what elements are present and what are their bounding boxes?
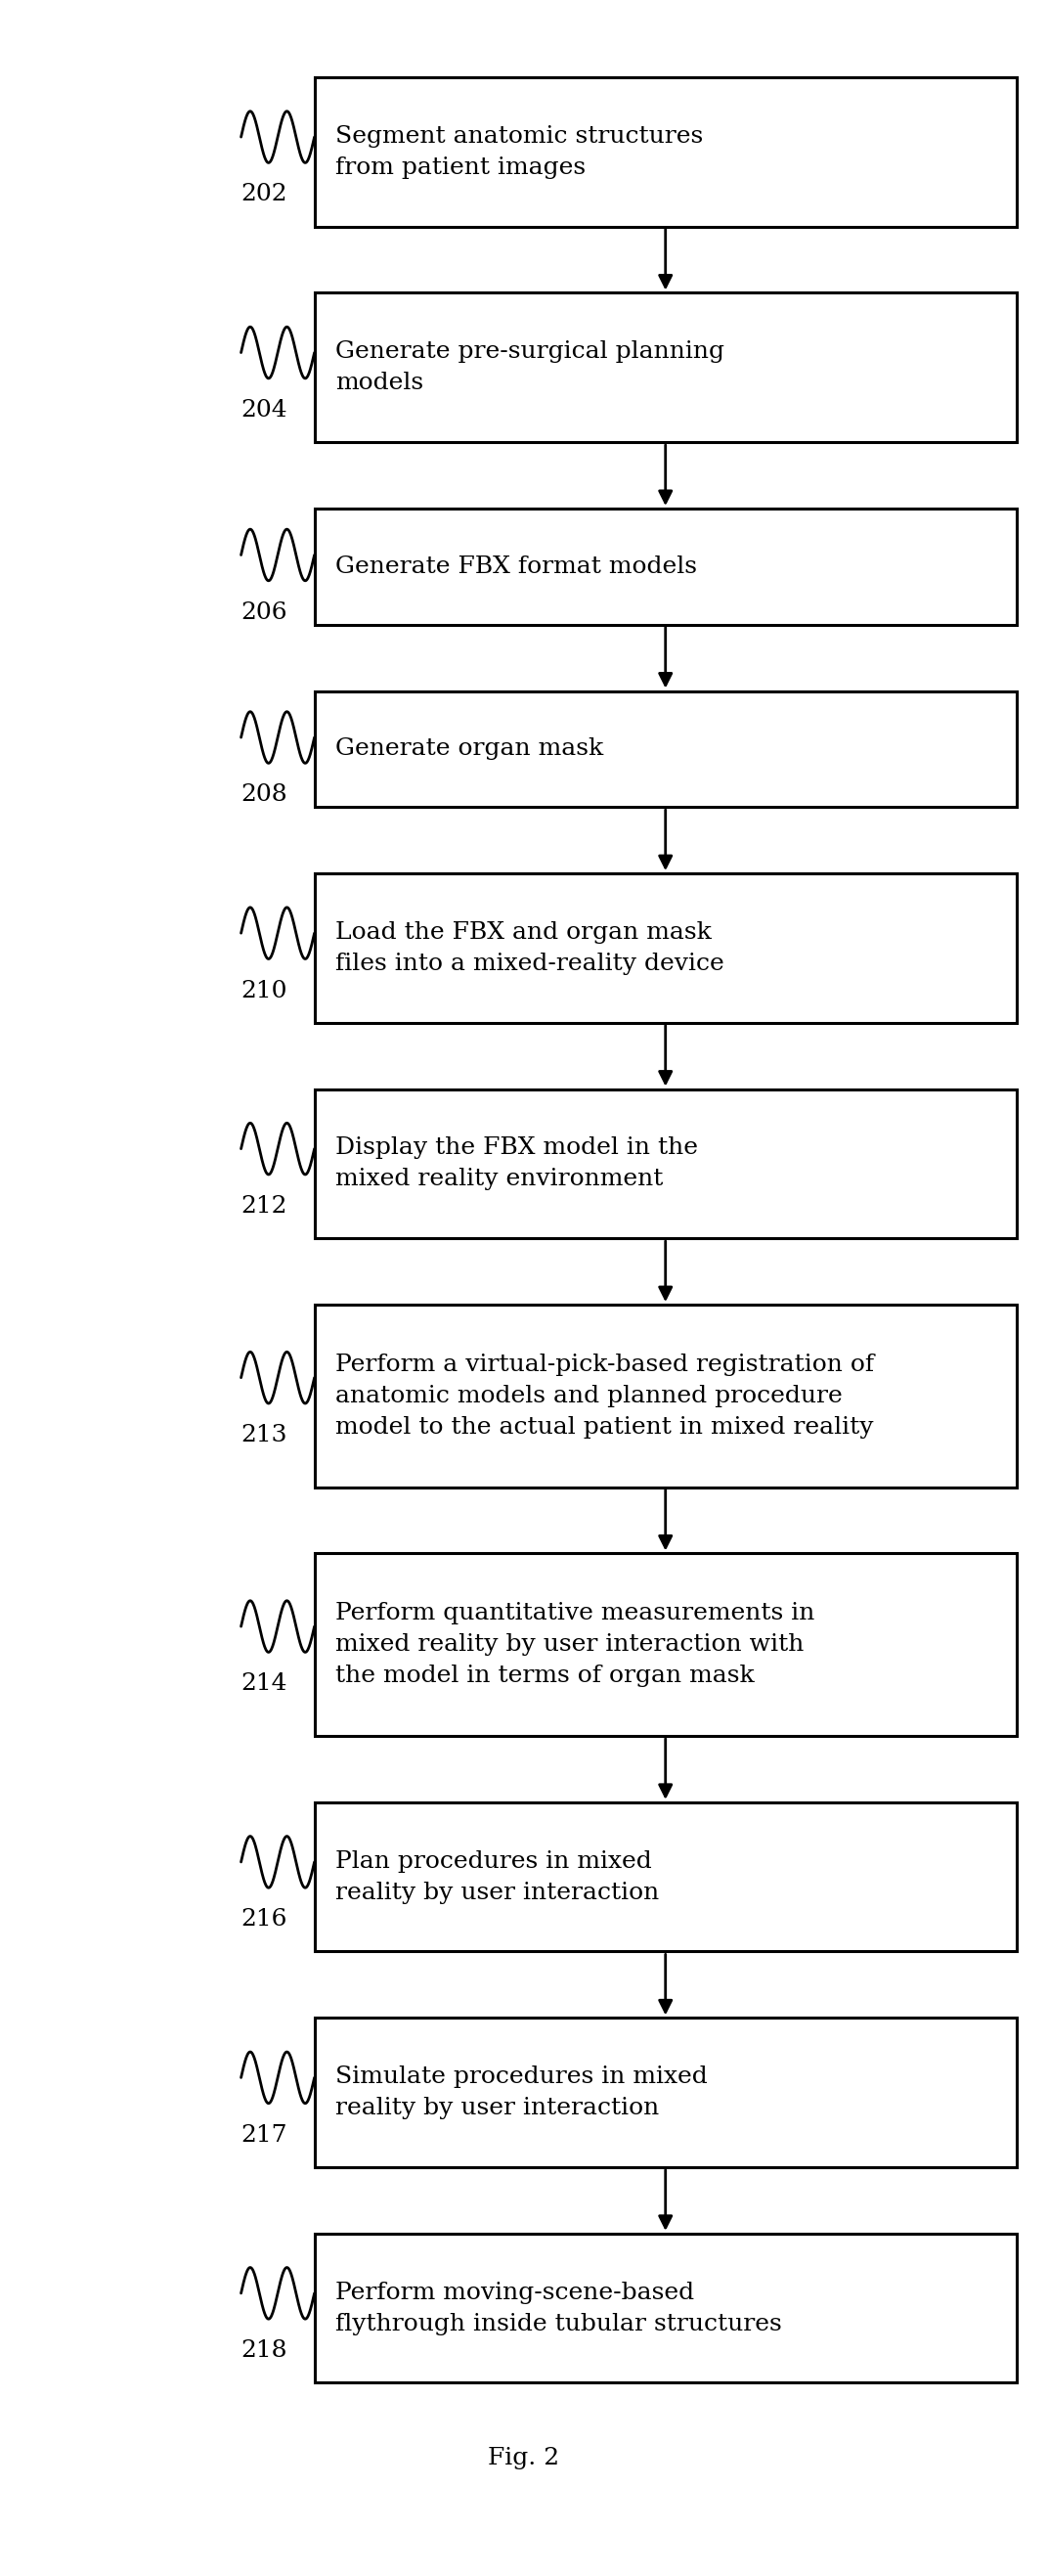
Text: 217: 217 xyxy=(241,2125,287,2146)
Bar xyxy=(314,1803,1017,1953)
Text: 214: 214 xyxy=(241,1672,287,1695)
Text: Plan procedures in mixed
reality by user interaction: Plan procedures in mixed reality by user… xyxy=(335,1850,659,1904)
Bar xyxy=(314,873,1017,1023)
Text: Perform moving-scene-based
flythrough inside tubular structures: Perform moving-scene-based flythrough in… xyxy=(335,2282,782,2334)
Text: 202: 202 xyxy=(241,183,287,206)
Bar xyxy=(314,1090,1017,1239)
Bar xyxy=(314,690,1017,806)
Text: Generate FBX format models: Generate FBX format models xyxy=(335,556,697,577)
Bar xyxy=(314,2017,1017,2166)
Text: Generate organ mask: Generate organ mask xyxy=(335,737,604,760)
Text: Perform quantitative measurements in
mixed reality by user interaction with
the : Perform quantitative measurements in mix… xyxy=(335,1602,814,1687)
Bar xyxy=(314,1553,1017,1736)
Bar xyxy=(314,1303,1017,1486)
Text: 208: 208 xyxy=(241,783,287,806)
Bar xyxy=(314,294,1017,443)
Text: 206: 206 xyxy=(241,600,287,623)
Bar xyxy=(314,77,1017,227)
Text: Fig. 2: Fig. 2 xyxy=(488,2447,560,2470)
Text: 204: 204 xyxy=(241,399,287,422)
Text: Generate pre-surgical planning
models: Generate pre-surgical planning models xyxy=(335,340,724,394)
Text: Perform a virtual-pick-based registration of
anatomic models and planned procedu: Perform a virtual-pick-based registratio… xyxy=(335,1352,874,1437)
Text: Simulate procedures in mixed
reality by user interaction: Simulate procedures in mixed reality by … xyxy=(335,2066,707,2120)
Text: 218: 218 xyxy=(241,2339,287,2362)
Text: 216: 216 xyxy=(241,1909,287,1932)
Bar xyxy=(314,507,1017,623)
Text: 213: 213 xyxy=(241,1425,287,1448)
Text: Display the FBX model in the
mixed reality environment: Display the FBX model in the mixed reali… xyxy=(335,1136,698,1190)
Text: 212: 212 xyxy=(241,1195,287,1218)
Text: Segment anatomic structures
from patient images: Segment anatomic structures from patient… xyxy=(335,126,703,178)
Text: 210: 210 xyxy=(241,979,287,1002)
Text: Load the FBX and organ mask
files into a mixed-reality device: Load the FBX and organ mask files into a… xyxy=(335,922,724,974)
Bar xyxy=(314,2233,1017,2383)
